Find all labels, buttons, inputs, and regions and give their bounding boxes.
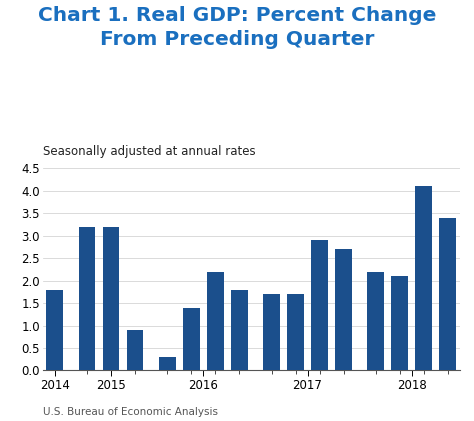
Bar	[231, 290, 247, 370]
Bar	[439, 218, 456, 370]
Bar	[415, 187, 432, 370]
Bar	[287, 294, 304, 370]
Text: U.S. Bureau of Economic Analysis: U.S. Bureau of Economic Analysis	[43, 407, 218, 417]
Text: Seasonally adjusted at annual rates: Seasonally adjusted at annual rates	[43, 145, 255, 158]
Bar	[183, 308, 200, 370]
Bar	[102, 227, 119, 370]
Bar	[311, 240, 328, 370]
Bar	[335, 249, 352, 370]
Bar	[159, 357, 176, 370]
Bar	[207, 272, 224, 370]
Bar	[392, 276, 408, 370]
Bar	[367, 272, 384, 370]
Text: Chart 1. Real GDP: Percent Change
From Preceding Quarter: Chart 1. Real GDP: Percent Change From P…	[38, 6, 436, 49]
Bar	[127, 330, 143, 370]
Bar	[79, 227, 95, 370]
Bar	[263, 294, 280, 370]
Bar	[46, 290, 63, 370]
